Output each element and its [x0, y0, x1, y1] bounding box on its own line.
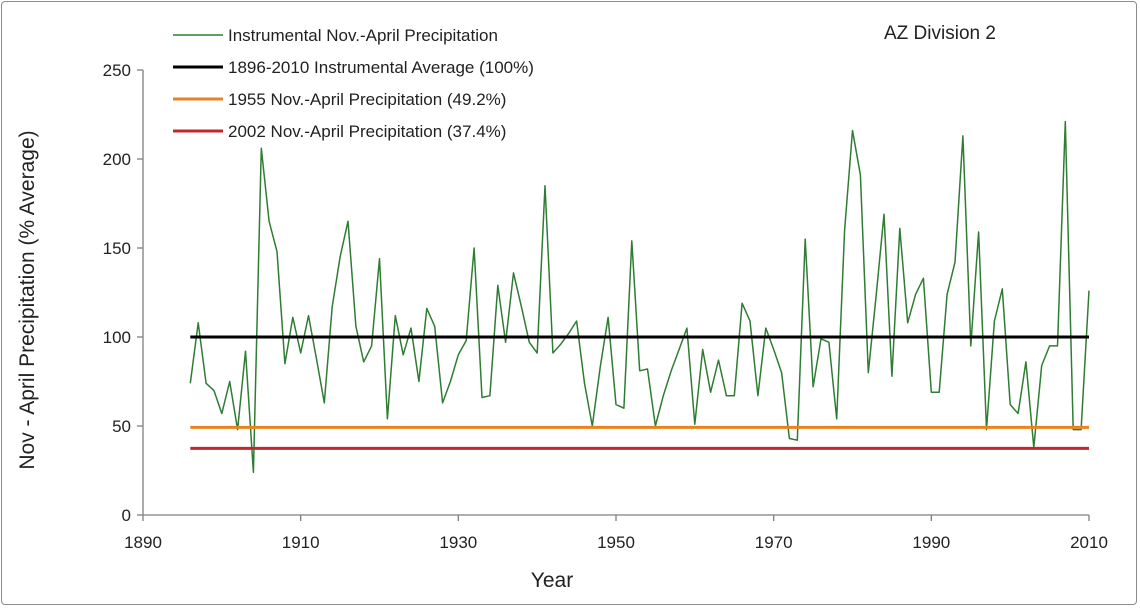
- series-lines: [189, 120, 1090, 474]
- x-tick-label: 1890: [124, 533, 162, 552]
- legend-label: Instrumental Nov.-April Precipitation: [228, 26, 498, 45]
- chart-annotation: AZ Division 2: [884, 23, 996, 44]
- x-tick-label: 1990: [912, 533, 950, 552]
- y-tick-label: 150: [103, 239, 131, 258]
- legend-label: 1955 Nov.-April Precipitation (49.2%): [228, 90, 506, 109]
- series-line-instrumental-precipitation: [189, 120, 1090, 474]
- x-axis-title: Year: [531, 569, 573, 592]
- x-tick-label: 1950: [597, 533, 635, 552]
- x-tick-label: 1910: [282, 533, 320, 552]
- y-tick-label: 200: [103, 150, 131, 169]
- y-tick-label: 100: [103, 328, 131, 347]
- y-axis-title: Nov - April Precipitation (% Average): [16, 130, 39, 469]
- legend: Instrumental Nov.-April Precipitation 189…: [173, 26, 534, 141]
- y-tick-label: 0: [122, 506, 131, 525]
- x-tick-label: 1930: [439, 533, 477, 552]
- y-tick-label: 250: [103, 61, 131, 80]
- legend-label: 2002 Nov.-April Precipitation (37.4%): [228, 122, 506, 141]
- y-tick-label: 50: [112, 417, 131, 436]
- x-tick-label: 2010: [1070, 533, 1108, 552]
- ticks: 0 50 100 150 200 250 1890 1910 1930 1950 1970 1990 2…: [103, 61, 1108, 552]
- legend-label: 1896-2010 Instrumental Average (100%): [228, 58, 534, 77]
- x-tick-label: 1970: [755, 533, 793, 552]
